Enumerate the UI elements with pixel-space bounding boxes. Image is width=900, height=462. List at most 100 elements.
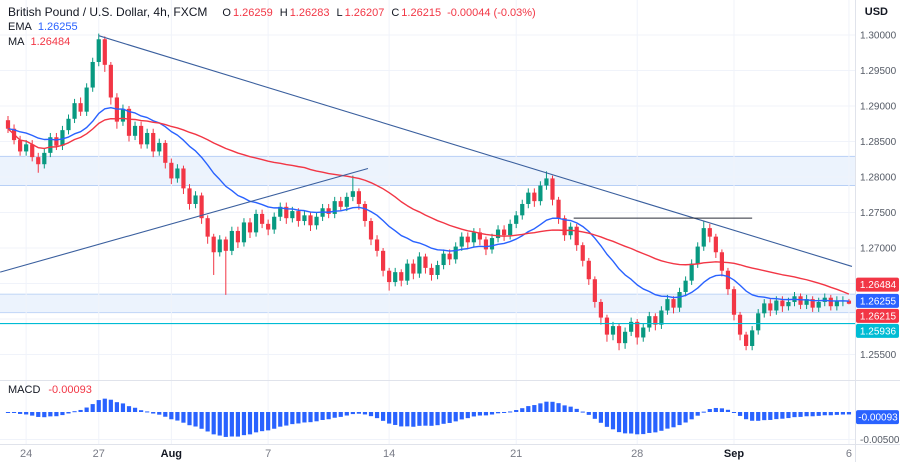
macd-bar — [266, 412, 271, 431]
macd-label-badge — [856, 410, 899, 425]
macd-bar — [768, 412, 773, 420]
price-label-text: 1.26215 — [860, 311, 897, 322]
candle-body — [302, 215, 307, 222]
trendline[interactable] — [98, 35, 853, 267]
indicator-ema[interactable]: EMA 1.26255 — [8, 20, 536, 35]
macd-bar — [157, 412, 162, 415]
macd-bar — [145, 411, 150, 413]
candle-body — [290, 211, 295, 219]
time-tick-label[interactable]: 27 — [93, 448, 105, 460]
candle-body — [538, 185, 543, 202]
time-tick-label[interactable]: 21 — [510, 448, 522, 460]
low-label: L — [336, 7, 343, 19]
time-tick-label[interactable]: 14 — [383, 448, 395, 460]
time-tick-label[interactable]: 28 — [631, 448, 643, 460]
macd-bar — [60, 412, 65, 416]
candle-body — [762, 303, 767, 314]
candle-body — [495, 229, 501, 239]
candle-body — [368, 221, 374, 240]
macd-bar — [175, 412, 180, 421]
candle-body — [653, 316, 658, 325]
ema-line[interactable] — [7, 107, 849, 302]
candle-body — [374, 239, 380, 251]
low-value: 1.26207 — [344, 7, 385, 19]
macd-bar — [302, 412, 307, 423]
indicator-ma[interactable]: MA 1.26484 — [8, 35, 536, 50]
macd-bar — [387, 412, 392, 424]
macd-bar — [641, 412, 646, 435]
macd-bar — [350, 412, 355, 415]
time-tick-label[interactable]: 24 — [20, 448, 32, 460]
sma-line[interactable] — [7, 117, 850, 295]
macd-bar — [713, 407, 718, 412]
candle-body — [181, 168, 186, 189]
macd-bar — [36, 412, 41, 417]
candle-body — [278, 206, 283, 217]
macd-bar — [465, 412, 470, 419]
candle-body — [96, 39, 101, 62]
candle-body — [145, 132, 150, 145]
macd-bar — [108, 399, 113, 412]
currency-button[interactable]: USD — [860, 4, 892, 20]
macd-bar — [737, 412, 743, 416]
macd-bar — [550, 401, 555, 412]
candle-body — [810, 299, 815, 308]
candle-body — [550, 178, 555, 200]
macd-label: MACD — [8, 384, 41, 396]
macd-bar — [368, 412, 374, 417]
macd-bar — [24, 412, 29, 415]
candle-body — [774, 300, 779, 311]
time-tick-label[interactable]: Sep — [724, 448, 744, 460]
price-axis-panel[interactable] — [856, 0, 900, 462]
candle-body — [695, 246, 700, 264]
macd-bar — [114, 402, 119, 412]
macd-bar — [163, 412, 168, 417]
macd-bar — [798, 412, 803, 417]
macd-bar — [399, 412, 404, 427]
high-label: H — [279, 7, 288, 19]
indicator-macd[interactable]: MACD -0.00093 — [8, 384, 92, 396]
candle-body — [647, 316, 652, 328]
macd-bar — [411, 412, 416, 427]
candle-body — [344, 196, 349, 207]
macd-bar — [568, 406, 573, 412]
candle-body — [229, 230, 234, 251]
candle-body — [163, 142, 168, 163]
macd-bar — [314, 412, 319, 422]
macd-bar — [284, 412, 289, 426]
macd-bar — [635, 412, 640, 435]
macd-bar — [211, 412, 216, 435]
time-tick-label[interactable]: 7 — [265, 448, 271, 460]
time-tick-label[interactable]: 6 — [846, 448, 852, 460]
price-tick-label: 1.27500 — [860, 208, 897, 219]
candle-body — [707, 228, 712, 237]
macd-bar — [132, 407, 138, 412]
candle-body — [393, 272, 398, 283]
candle-body — [223, 239, 228, 251]
macd-bar — [11, 412, 17, 413]
macd-bar — [489, 412, 495, 415]
symbol-title[interactable]: British Pound / U.S. Dollar, 4h, FXCM — [8, 5, 208, 19]
candle-body — [253, 213, 259, 233]
macd-bar — [247, 412, 253, 435]
candle-body — [798, 296, 803, 305]
open-value: 1.26259 — [232, 7, 273, 19]
macd-bar — [846, 412, 852, 415]
candle-body — [526, 192, 531, 204]
time-tick-label[interactable]: Aug — [161, 448, 182, 460]
macd-bar — [126, 406, 132, 412]
candle-body — [447, 253, 452, 260]
candle-body — [683, 280, 688, 293]
macd-tick-label: -0.00500 — [860, 435, 900, 446]
candle-body — [169, 162, 174, 179]
macd-bar — [393, 412, 398, 425]
price-zone[interactable] — [0, 294, 855, 313]
candle-body — [756, 313, 761, 331]
trendline[interactable] — [0, 167, 369, 273]
candle-body — [217, 239, 222, 253]
close-value: 1.26215 — [401, 7, 442, 19]
candle-body — [828, 297, 833, 307]
price-zone[interactable] — [0, 156, 855, 186]
